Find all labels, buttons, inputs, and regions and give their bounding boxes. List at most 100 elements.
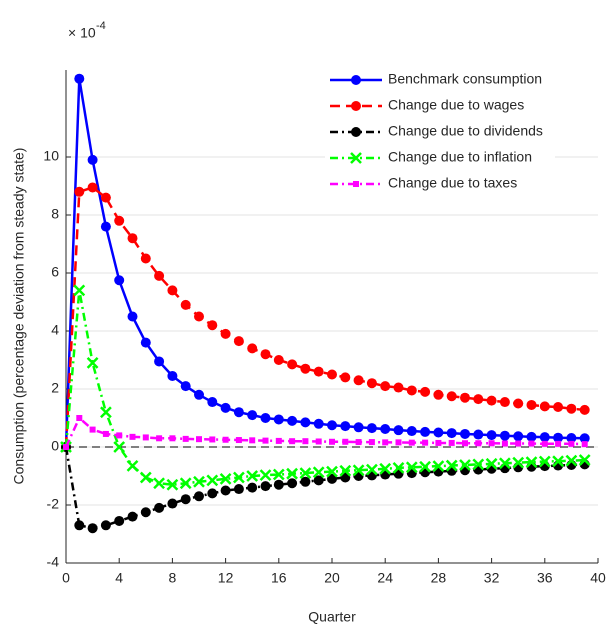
- data-point: [472, 458, 485, 471]
- legend-label: Change due to wages: [388, 97, 524, 113]
- data-point: [566, 403, 577, 414]
- data-point: [140, 253, 151, 264]
- data-point: [74, 520, 85, 531]
- data-point: [579, 433, 590, 444]
- data-point: [206, 474, 219, 487]
- data-point: [488, 440, 495, 447]
- data-point: [473, 394, 484, 405]
- data-point: [302, 438, 309, 445]
- data-point: [129, 433, 136, 440]
- legend-marker: [353, 181, 359, 187]
- data-point: [209, 436, 216, 443]
- data-point: [100, 406, 112, 419]
- data-point: [538, 455, 551, 468]
- data-point: [260, 413, 271, 423]
- data-point: [76, 415, 83, 421]
- data-point: [393, 382, 404, 393]
- data-point: [340, 421, 351, 432]
- data-point: [287, 359, 298, 370]
- x-tick-label: 0: [62, 570, 70, 586]
- data-point: [139, 471, 152, 484]
- data-point: [326, 465, 338, 478]
- data-point: [459, 459, 471, 471]
- data-point: [313, 366, 324, 377]
- x-tick-label: 36: [537, 570, 553, 586]
- data-point: [380, 424, 391, 435]
- y-axis-label: Consumption (percentage deviation from s…: [11, 148, 27, 485]
- data-point: [539, 432, 550, 443]
- data-point: [433, 427, 444, 438]
- data-point: [300, 476, 311, 487]
- data-point: [393, 425, 404, 436]
- data-point: [513, 431, 524, 442]
- series-line: [64, 290, 585, 486]
- data-point: [233, 471, 245, 484]
- data-point: [340, 372, 351, 383]
- data-point: [513, 398, 524, 409]
- data-point: [154, 356, 165, 367]
- data-point: [179, 477, 192, 490]
- x-axis-label: Quarter: [308, 609, 356, 625]
- data-point: [420, 386, 431, 397]
- data-point: [315, 438, 322, 445]
- data-point: [553, 401, 564, 412]
- data-point: [102, 430, 109, 437]
- data-point: [380, 381, 391, 392]
- y-tick-label: -2: [47, 496, 60, 512]
- legend-label: Change due to taxes: [388, 175, 517, 191]
- data-point: [446, 391, 457, 402]
- data-point: [499, 397, 510, 408]
- data-point: [501, 440, 508, 447]
- data-point: [486, 430, 497, 441]
- data-point: [355, 439, 362, 446]
- data-point: [247, 482, 258, 493]
- data-point: [126, 459, 139, 472]
- data-point: [435, 439, 442, 446]
- data-point: [408, 439, 415, 446]
- data-point: [433, 389, 444, 400]
- series: [60, 284, 591, 491]
- legend-box: [325, 65, 555, 209]
- data-point: [207, 397, 218, 408]
- data-point: [235, 437, 242, 444]
- data-point: [273, 479, 284, 490]
- x-tick-label: 40: [590, 570, 606, 586]
- legend-label: Change due to inflation: [388, 149, 532, 165]
- legend: Benchmark consumption Change due to wages…: [325, 65, 555, 209]
- data-point: [368, 439, 375, 446]
- data-point: [515, 440, 522, 447]
- data-point: [327, 473, 337, 484]
- series-line: [64, 186, 585, 448]
- data-point: [379, 462, 392, 475]
- data-point: [353, 422, 364, 433]
- data-point: [339, 464, 352, 477]
- data-point: [140, 337, 151, 348]
- data-point: [247, 343, 258, 354]
- data-point: [220, 402, 231, 413]
- data-point: [167, 285, 178, 296]
- x-tick-label: 32: [484, 570, 500, 586]
- data-point: [86, 357, 99, 369]
- data-point: [499, 430, 510, 441]
- data-point: [167, 498, 178, 509]
- y-tick-label: 0: [51, 438, 59, 454]
- x-tick-label: 24: [377, 570, 393, 586]
- y-tick-label: 6: [51, 264, 59, 280]
- data-point: [353, 375, 364, 386]
- data-point: [87, 523, 98, 534]
- data-point: [552, 455, 564, 468]
- data-point: [194, 311, 204, 322]
- data-point: [578, 454, 591, 466]
- data-point: [222, 436, 229, 443]
- data-point: [475, 440, 482, 447]
- data-point: [329, 438, 335, 445]
- data-point: [193, 475, 205, 488]
- data-point: [432, 460, 445, 473]
- data-point: [289, 438, 296, 445]
- series: [63, 415, 588, 450]
- data-point: [352, 464, 365, 477]
- data-point: [182, 435, 189, 442]
- data-point: [327, 369, 337, 380]
- data-point: [260, 481, 271, 492]
- data-point: [485, 457, 498, 470]
